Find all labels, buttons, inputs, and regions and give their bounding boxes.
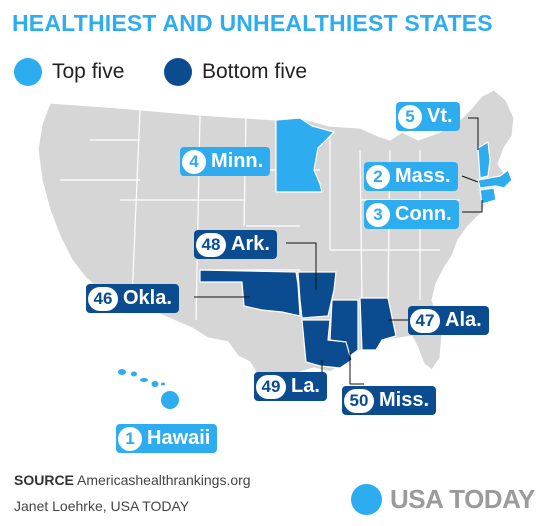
- state-alabama: [359, 297, 397, 351]
- logo-wordmark: USA TODAY: [390, 484, 535, 514]
- label-name: Ala.: [445, 309, 482, 331]
- page-title: HEALTHIEST AND UNHEALTHIEST STATES: [12, 10, 493, 36]
- label-name: Miss.: [379, 389, 430, 411]
- state-minnesota: [275, 117, 335, 193]
- state-connecticut: [479, 187, 497, 205]
- label-name: Hawaii: [147, 427, 211, 449]
- logo-circle-icon: [351, 484, 382, 515]
- label-rank: 3: [366, 202, 390, 227]
- label-connecticut: 3 Conn.: [364, 200, 459, 229]
- label-minnesota: 4 Minn.: [180, 147, 271, 176]
- label-rank: 2: [366, 164, 390, 189]
- label-rank: 50: [344, 388, 374, 413]
- legend-top-swatch: [14, 58, 42, 86]
- source-label: SOURCE: [14, 472, 74, 488]
- label-rank: 1: [118, 426, 142, 451]
- label-rank: 49: [256, 374, 286, 399]
- label-rank: 48: [196, 232, 226, 257]
- label-alabama: 47 Ala.: [408, 306, 489, 335]
- label-rank: 4: [182, 149, 206, 174]
- label-rank: 47: [410, 308, 440, 333]
- state-vermont: [477, 141, 491, 179]
- legend-top-label: Top five: [52, 60, 125, 83]
- state-louisiana: [301, 319, 353, 369]
- legend-bottom-label: Bottom five: [202, 60, 308, 83]
- label-name: La.: [291, 375, 320, 397]
- label-name: Mass.: [395, 165, 451, 187]
- label-hawaii: 1 Hawaii: [116, 424, 218, 453]
- state-arkansas: [297, 271, 337, 319]
- state-massachusetts: [477, 169, 513, 189]
- label-rank: 46: [88, 286, 118, 311]
- label-name: Conn.: [395, 203, 452, 225]
- legend-top: Top five: [14, 58, 124, 86]
- label-name: Vt.: [427, 105, 453, 127]
- label-name: Ark.: [231, 233, 270, 255]
- state-hawaii: [118, 369, 179, 409]
- label-arkansas: 48 Ark.: [194, 230, 277, 259]
- label-vermont: 5 Vt.: [396, 102, 460, 131]
- source-line: SOURCE Americashealthrankings.org: [14, 472, 251, 488]
- legend-bottom-swatch: [164, 58, 192, 86]
- legend-bottom: Bottom five: [164, 58, 307, 86]
- label-louisiana: 49 La.: [254, 372, 327, 401]
- label-mississippi: 50 Miss.: [342, 386, 437, 415]
- source-text: Americashealthrankings.org: [77, 472, 251, 488]
- usa-today-logo: USA TODAY: [351, 484, 535, 515]
- label-massachusetts: 2 Mass.: [364, 162, 458, 191]
- label-name: Minn.: [211, 150, 264, 172]
- state-oklahoma: [199, 269, 301, 317]
- label-oklahoma: 46 Okla.: [86, 284, 179, 313]
- credit-line: Janet Loehrke, USA TODAY: [14, 498, 190, 514]
- label-name: Okla.: [123, 287, 172, 309]
- label-rank: 5: [398, 104, 422, 129]
